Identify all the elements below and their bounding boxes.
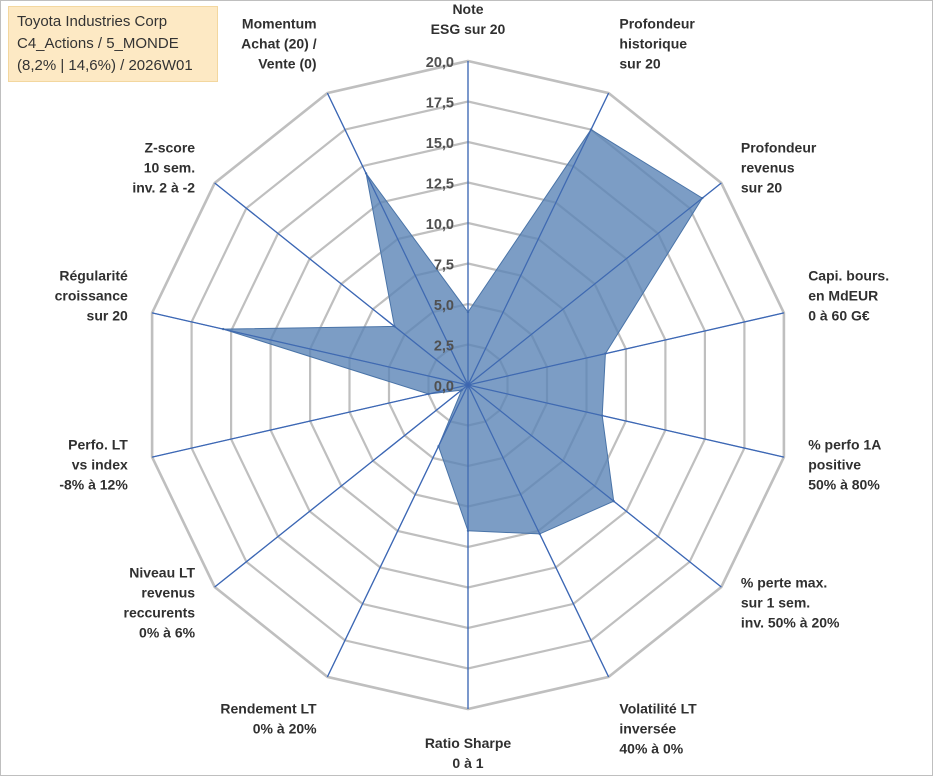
axis-label-line: Z-score — [145, 139, 196, 155]
axis-label-line: 10 sem. — [144, 159, 195, 175]
axis-label-line: 50% à 80% — [808, 477, 880, 493]
axis-label-line: sur 20 — [619, 56, 660, 72]
axis-label: Ratio Sharpe 0 à 1 — [425, 735, 512, 771]
axis-label-line: inversée — [619, 720, 676, 736]
axis-label-line: Vente (0) — [258, 56, 316, 72]
axis-label-line: % perfo 1A — [808, 437, 881, 453]
axis-label: % perfo 1A positive 50% à 80% — [808, 437, 881, 493]
axis-label-line: Volatilité LT — [619, 700, 697, 716]
axis-label: Profondeur revenus sur 20 — [741, 139, 817, 195]
axis-spoke-overlay — [467, 312, 785, 386]
axis-label: Capi. bours. en MdEUR 0 à 60 G€ — [808, 267, 889, 323]
axis-label: Note ESG sur 20 — [431, 1, 506, 37]
axis-spoke-overlay — [467, 182, 722, 386]
axis-label-line: sur 1 sem. — [741, 595, 810, 611]
info-box: Toyota Industries Corp C4_Actions / 5_MO… — [8, 6, 218, 82]
axis-label-line: Note — [452, 1, 483, 17]
axis-spoke-overlay — [467, 384, 785, 458]
axis-spoke-overlay — [326, 384, 469, 678]
tick-label: 17,5 — [426, 96, 454, 112]
axis-label-line: ESG sur 20 — [431, 21, 506, 37]
axis-label-line: % perte max. — [741, 575, 827, 591]
axis-label-line: 0 à 60 G€ — [808, 307, 870, 323]
axis-label-line: sur 20 — [741, 179, 782, 195]
axis-spoke-overlay — [214, 384, 469, 588]
series-area — [223, 128, 703, 535]
axis-label-line: reccurents — [124, 605, 196, 621]
info-box-category: C4_Actions / 5_MONDE — [17, 35, 179, 52]
tick-label: 12,5 — [426, 177, 454, 193]
axis-spoke-overlay — [467, 384, 722, 588]
tick-label: 5,0 — [434, 298, 454, 314]
info-box-stats: (8,2% | 14,6%) / 2026W01 — [17, 57, 193, 74]
axis-label: Niveau LT revenus reccurents 0% à 6% — [124, 565, 196, 641]
axis-spoke-overlay — [151, 312, 469, 386]
axis-label-line: historique — [619, 36, 687, 52]
axis-spoke-overlay — [326, 92, 469, 386]
tick-label: 7,5 — [434, 258, 454, 274]
axis-label-line: Capi. bours. — [808, 267, 889, 283]
axis-label-line: positive — [808, 457, 861, 473]
axis-spoke-overlay — [214, 182, 469, 386]
axis-label-line: Ratio Sharpe — [425, 735, 512, 751]
axis-label-line: Perfo. LT — [68, 437, 128, 453]
axis-label-line: en MdEUR — [808, 287, 878, 303]
axis-label-line: Rendement LT — [220, 700, 317, 716]
tick-label: 10,0 — [426, 217, 454, 233]
axis-label-line: revenus — [741, 159, 795, 175]
axis-label-line: 0% à 20% — [253, 720, 317, 736]
axis-label-line: Niveau LT — [129, 565, 195, 581]
tick-label: 20,0 — [426, 55, 454, 71]
axis-label-line: Profondeur — [619, 16, 695, 32]
axis-label-line: -8% à 12% — [59, 477, 128, 493]
axis-label-line: 0 à 1 — [452, 755, 483, 771]
series-layer — [151, 61, 785, 709]
axis-label: Z-score 10 sem. inv. 2 à -2 — [132, 139, 195, 195]
axis-label-line: Profondeur — [741, 139, 817, 155]
tick-label: 15,0 — [426, 136, 454, 152]
axis-spoke-overlay — [151, 384, 469, 458]
axis-label-line: revenus — [141, 585, 195, 601]
axis-spoke-overlay — [467, 92, 610, 386]
axis-label: Profondeur historique sur 20 — [619, 16, 695, 72]
label-layer: Note ESG sur 20 Profondeur historique sur 20… — [55, 1, 889, 771]
axis-label-line: Régularité — [59, 267, 128, 283]
axis-label-line: inv. 50% à 20% — [741, 615, 840, 631]
axis-label-line: sur 20 — [87, 307, 128, 323]
tick-layer: 0,0 2,5 5,0 7,5 10,0 12,5 15,0 17,5 20,0 — [426, 55, 454, 395]
axis-label-line: 40% à 0% — [619, 740, 683, 756]
axis-spoke-overlay — [467, 384, 610, 678]
axis-label-line: vs index — [72, 457, 128, 473]
axis-label: Volatilité LT inversée 40% à 0% — [619, 700, 697, 756]
axis-label: % perte max. sur 1 sem. inv. 50% à 20% — [741, 575, 840, 631]
tick-label: 2,5 — [434, 339, 454, 355]
axis-label-line: 0% à 6% — [139, 625, 196, 641]
axis-label: Régularité croissance sur 20 — [55, 267, 128, 323]
axis-label: Momentum Achat (20) / Vente (0) — [241, 16, 317, 72]
axis-label-line: Momentum — [242, 16, 317, 32]
axis-label-line: Achat (20) / — [241, 36, 317, 52]
axis-label: Rendement LT 0% à 20% — [220, 700, 317, 736]
tick-label: 0,0 — [434, 379, 454, 395]
axis-label-line: inv. 2 à -2 — [132, 179, 195, 195]
info-box-company: Toyota Industries Corp — [17, 13, 168, 30]
axis-label-line: croissance — [55, 287, 128, 303]
axis-label: Perfo. LT vs index -8% à 12% — [59, 437, 128, 493]
